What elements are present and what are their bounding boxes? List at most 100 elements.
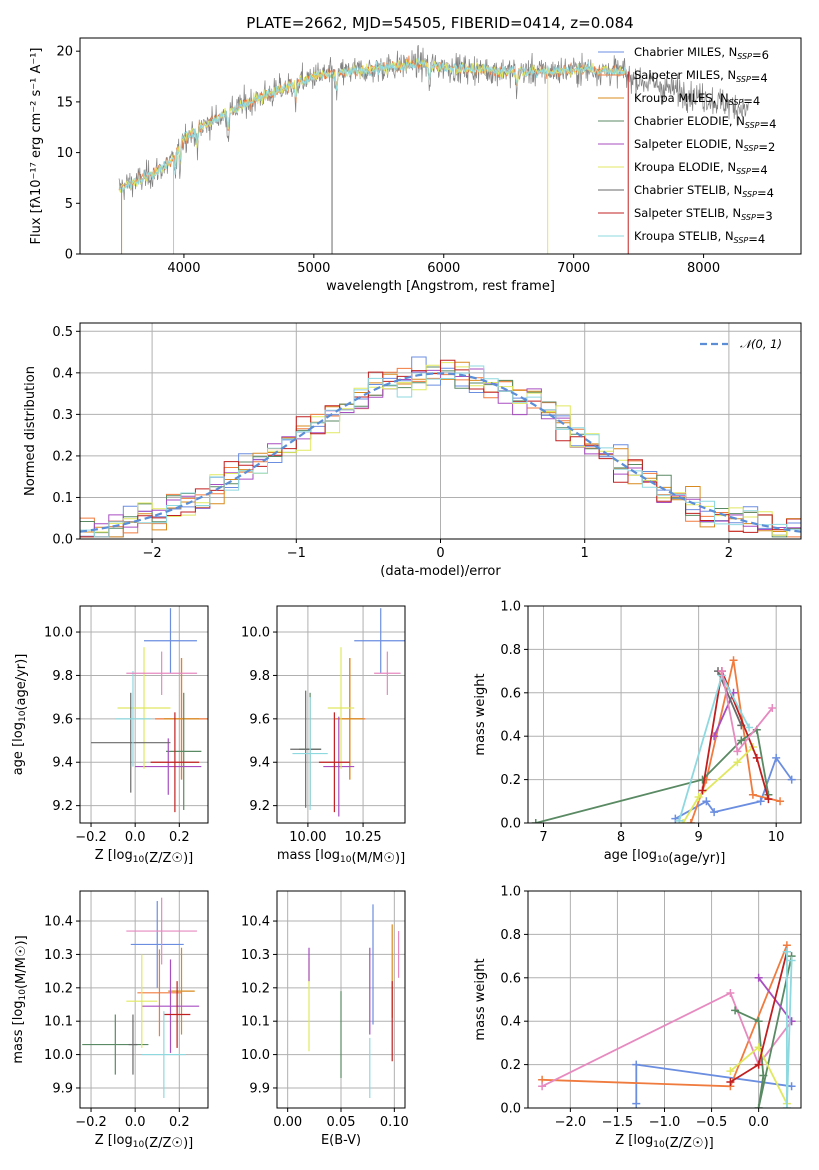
x-axis-label: Z [log10(Z/Z☉)] [95,848,193,866]
plot-mass-vs-Z: −0.2 0.0 0.2 9.9 10.0 10.1 10.2 10.3 10.4 Z [log1… [11,890,209,1151]
y-tick-label: 0.4 [500,1015,521,1030]
plot-area [531,656,796,823]
y-axis-label: Normed distribution [23,366,38,496]
x-tick-label: −2 [143,546,162,561]
y-tick-label: 0.8 [500,928,521,943]
plot-residuals: −2 −1 0 1 2 0.0 0.1 0.2 0.3 0.4 0.5 (data-model)/er… [23,322,802,579]
weight-line [682,746,754,823]
weight-marker [686,819,695,823]
y-tick-label: 9.8 [52,669,73,684]
plot-area [538,941,796,1108]
y-tick-label: 0.6 [500,686,521,701]
x-tick-label: −1 [287,546,306,561]
y-tick-label: 0.6 [500,971,521,986]
weight-marker [748,790,757,799]
y-tick-label: 15 [56,95,73,110]
x-axis-label: age [log10(age/yr)] [604,848,726,866]
axes-frame [79,605,209,824]
y-tick-label: 10.4 [241,915,270,930]
plot-age-vs-mass: 10.00 10.25 9.2 9.4 9.6 9.8 10.0 mass [log10(M/… [241,605,406,866]
y-tick-label: 9.6 [52,712,73,727]
legend-label: Kroupa ELODIE, NSSP=4 [634,160,768,177]
weight-marker [717,667,726,676]
y-tick-label: 10 [56,146,73,161]
y-tick-label: 0.3 [52,408,73,423]
y-tick-label: 0.0 [500,817,521,832]
weight-marker [754,1017,763,1026]
x-axis-label: (data-model)/error [380,564,501,579]
weight-marker [754,973,763,982]
weight-marker [754,1060,763,1069]
x-tick-label: 6000 [427,261,460,276]
axes-frame [527,605,802,824]
x-tick-label: 1 [581,546,589,561]
y-tick-label: 0 [65,248,73,263]
x-tick-label: −0.2 [75,830,107,845]
weight-marker [710,808,719,817]
weight-marker [702,797,711,806]
y-tick-label: 9.2 [52,799,73,814]
weight-line [717,670,743,726]
y-axis-label: mass weight [473,673,488,755]
axes-frame [276,605,406,824]
weight-line [701,667,770,800]
x-tick-label: 9 [694,830,702,845]
legend-label: Kroupa MILES, NSSP=4 [634,91,760,108]
x-tick-label: 10.25 [344,830,381,845]
legend-label: Chabrier STELIB, NSSP=4 [634,183,774,200]
plot-area [308,904,400,1098]
y-tick-label: 1.0 [500,885,521,900]
x-tick-label: −1.0 [649,1115,681,1130]
weight-line [535,728,770,823]
y-tick-label: 10.2 [241,981,270,996]
y-tick-label: 0.5 [52,325,73,340]
y-tick-label: 10.1 [44,1015,73,1030]
spectrum-legend: Chabrier MILES, NSSP=6 Salpeter MILES, NS… [598,45,776,246]
model-spectrum [118,58,626,193]
legend-label: Salpeter STELIB, NSSP=3 [634,206,773,223]
weight-marker [764,795,773,804]
axes-frame [276,890,406,1109]
weight-marker [782,947,791,956]
legend-label: Chabrier MILES, NSSP=6 [634,45,769,62]
weight-marker [726,1067,735,1076]
axes-frame [79,890,209,1109]
y-tick-label: 0.1 [52,491,73,506]
weight-line [674,755,793,820]
x-axis-label: E(B-V) [321,1133,361,1148]
x-axis-label: mass [log10(M/M☉)] [277,848,405,866]
y-axis-label: mass weight [473,958,488,1040]
weight-marker [754,1043,763,1052]
weight-line [541,991,793,1088]
weight-marker [726,988,735,997]
weight-marker [726,1077,735,1086]
weight-marker [694,792,703,801]
x-tick-label: 7 [539,830,547,845]
x-tick-label: 8000 [687,261,720,276]
weight-marker [745,723,754,732]
y-tick-label: 10.3 [241,948,270,963]
weight-marker [782,1104,791,1108]
y-axis-label: age [log10(age/yr)] [11,654,29,776]
y-tick-label: 10.0 [44,626,73,641]
figure-title: PLATE=2662, MJD=54505, FIBERID=0414, z=0… [246,14,633,32]
y-tick-label: 10.0 [241,626,270,641]
x-tick-label: 0.05 [327,1115,356,1130]
weight-marker [632,1060,641,1069]
weight-marker [538,1082,547,1091]
x-tick-label: 10 [768,830,785,845]
plot-area [290,608,405,817]
x-tick-label: 2 [725,546,733,561]
weight-marker [787,775,796,784]
x-tick-label: 0.0 [125,1115,146,1130]
x-tick-label: 0.2 [169,1115,190,1130]
y-axis-label: Flux [fλ10⁻¹⁷ erg cm⁻² s⁻¹ A⁻¹] [29,47,44,244]
y-tick-label: 9.9 [52,1081,73,1096]
x-tick-label: 0.00 [273,1115,302,1130]
y-tick-label: 5 [65,197,73,212]
x-tick-label: 8 [617,830,625,845]
x-tick-label: 0.2 [169,830,190,845]
y-tick-label: 10.4 [44,915,73,930]
y-tick-label: 10.0 [44,1048,73,1063]
